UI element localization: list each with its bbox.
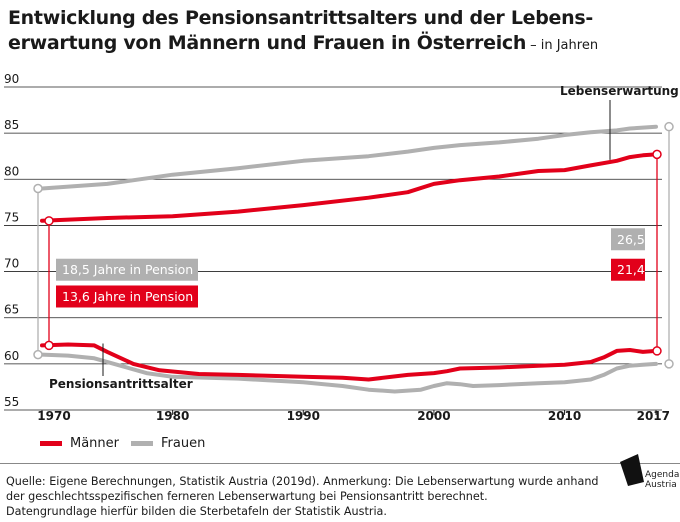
legend-label-men: Männer: [70, 435, 120, 451]
label-women-in-pension-box: [56, 258, 198, 281]
x-tick-label-1990: 1990: [287, 409, 320, 423]
series-line-women-life: [40, 124, 658, 191]
bracket-women-1970-end-high: [33, 183, 43, 194]
bracket-women-2017-end-low: [664, 359, 674, 369]
series-line-men-life: [40, 152, 658, 223]
label-men-in-pension: 13,6 Jahre in Pension: [62, 289, 193, 304]
x-tick-label-2010: 2010: [548, 409, 581, 423]
label-men-in-pension-box: [56, 285, 198, 308]
agenda-austria-logo-icon: [620, 454, 644, 486]
logo-line-2: Austria: [645, 480, 677, 490]
logo-line-1: Agenda: [645, 470, 680, 480]
y-tick-label-65: 65: [4, 303, 19, 317]
bracket-men-2017-end-high: [652, 149, 662, 160]
annotation-pensionsantrittsalter: Pensionsantrittsalter: [49, 377, 193, 391]
source-line-3: Datengrundlage hierfür bilden die Sterbe…: [6, 505, 387, 518]
title-line-1: Entwicklung des Pensionsantrittsalters u…: [8, 7, 593, 29]
y-tick-label-80: 80: [4, 164, 19, 178]
bracket-women-2017-end-high: [664, 121, 674, 132]
y-tick-label-60: 60: [4, 349, 19, 363]
bracket-men-1970-end-low: [44, 340, 54, 351]
legend-item-men: Männer: [40, 436, 119, 451]
label-women-in-pension: 18,5 Jahre in Pension: [62, 262, 193, 277]
chart-title: Entwicklung des Pensionsantrittsalters u…: [8, 6, 668, 58]
label-women-2017: 26,5: [617, 232, 645, 247]
series-line-men-pension: [40, 342, 658, 382]
label-men-2017: 21,4: [617, 262, 645, 277]
x-tick-label-1980: 1980: [156, 409, 189, 423]
y-tick-label-85: 85: [4, 118, 19, 132]
x-tick-label-1970: 1970: [37, 409, 70, 423]
series-line-women-pension: [40, 352, 658, 394]
bracket-men-1970-end-high: [44, 216, 54, 226]
source-note: Quelle: Eigene Berechnungen, Statistik A…: [6, 474, 606, 519]
x-tick-label-2000: 2000: [417, 409, 450, 423]
legend-swatch-women: [131, 440, 154, 446]
source-line-1: Quelle: Eigene Berechnungen, Statistik A…: [6, 475, 599, 488]
logo-text: Agenda Austria: [645, 470, 679, 490]
footer-divider: [0, 463, 680, 464]
x-tick-label-2017: 2017: [637, 409, 670, 423]
chart-subtitle: – in Jahren: [530, 38, 599, 53]
bracket-men-2017-end-low: [652, 346, 662, 356]
source-line-2: der geschlechtsspezifischen ferneren Leb…: [6, 490, 488, 503]
y-tick-label-90: 90: [4, 72, 19, 86]
legend-label-women: Frauen: [161, 435, 206, 451]
y-tick-label-75: 75: [4, 210, 19, 224]
label-women-2017-box: [611, 228, 645, 251]
label-men-2017-box: [611, 258, 645, 281]
y-tick-label-55: 55: [4, 395, 19, 409]
annotation-lebenserwartung: Lebenserwartung: [560, 84, 679, 98]
legend-item-women: Frauen: [131, 436, 205, 451]
title-line-2: erwartung von Männern und Frauen in Öste…: [8, 32, 527, 54]
bracket-women-1970-end-low: [33, 349, 43, 360]
legend: Männer Frauen: [40, 434, 205, 452]
legend-swatch-men: [40, 440, 62, 446]
y-tick-label-70: 70: [4, 257, 19, 271]
